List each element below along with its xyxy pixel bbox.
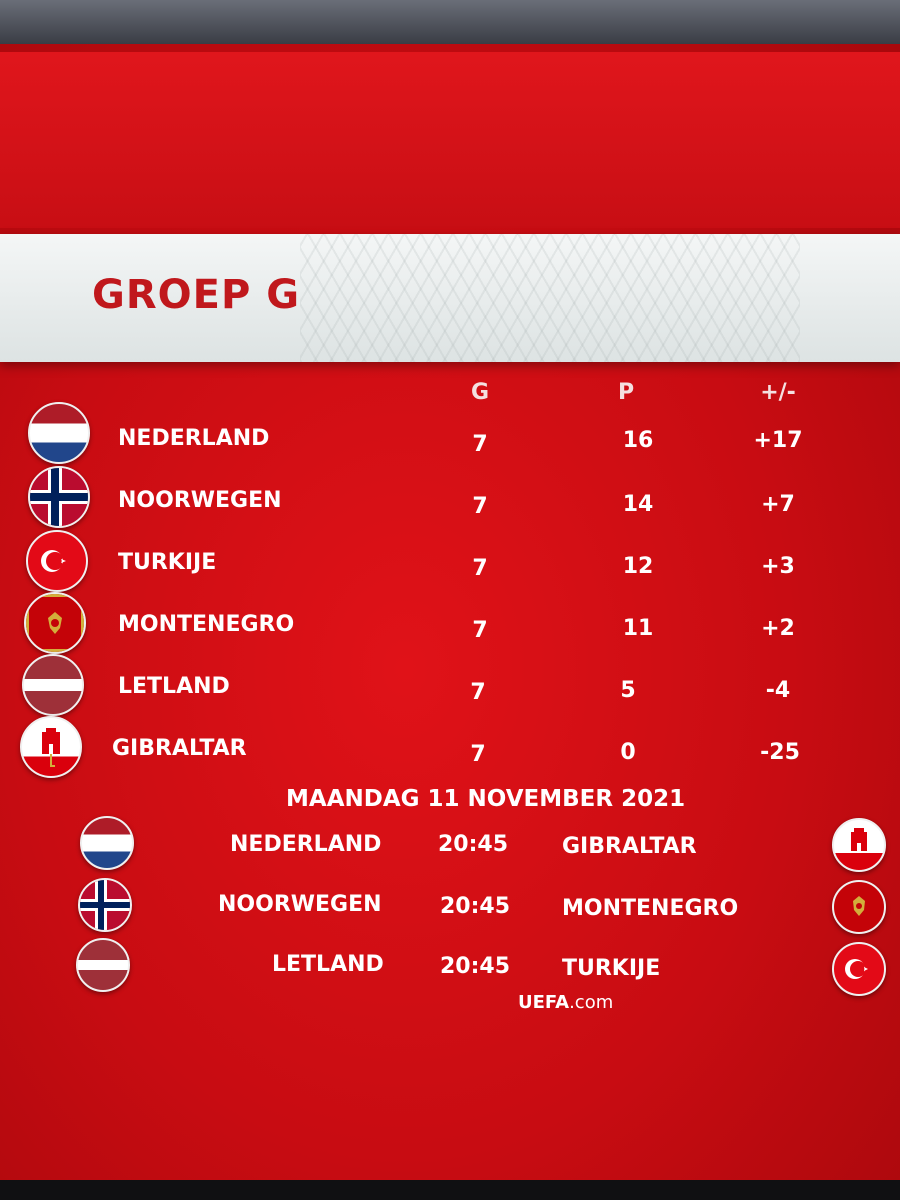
montenegro-flag-icon <box>832 880 886 934</box>
turkey-flag-icon <box>26 530 88 592</box>
netherlands-flag-icon <box>80 816 134 870</box>
gibraltar-flag-icon <box>20 716 82 778</box>
gibraltar-flag-icon <box>832 818 886 872</box>
diff-value: +7 <box>738 492 818 517</box>
uefa-source: UEFA.com <box>518 992 613 1013</box>
column-header-points: P <box>586 380 666 405</box>
tv-bezel-bottom <box>0 1180 900 1200</box>
fixture-away-team: MONTENEGRO <box>562 896 738 921</box>
diff-value: -4 <box>738 678 818 703</box>
played-value: 7 <box>438 742 518 767</box>
fixture-home-team: NOORWEGEN <box>218 892 382 917</box>
team-name: MONTENEGRO <box>118 612 294 637</box>
team-name: NEDERLAND <box>118 426 269 451</box>
latvia-flag-icon <box>22 654 84 716</box>
top-red-band <box>0 52 900 228</box>
title-bar: GROEP G <box>0 234 900 362</box>
fixture-time: 20:45 <box>440 954 510 979</box>
title-bar-pattern <box>300 234 800 362</box>
played-value: 7 <box>438 680 518 705</box>
column-header-diff: +/- <box>738 380 818 405</box>
fixture-time: 20:45 <box>440 894 510 919</box>
diff-value: +2 <box>738 616 818 641</box>
points-value: 12 <box>598 554 678 579</box>
tv-screen: GROEP G G P +/- NEDERLAND 7 16 +17 NOORW… <box>0 44 900 1180</box>
fixture-away-team: GIBRALTAR <box>562 834 697 859</box>
fixture-home-team: LETLAND <box>272 952 384 977</box>
column-header-played: G <box>440 380 520 405</box>
team-name: TURKIJE <box>118 550 216 575</box>
points-value: 11 <box>598 616 678 641</box>
diff-value: +3 <box>738 554 818 579</box>
tv-bezel-top <box>0 0 900 44</box>
team-name: GIBRALTAR <box>112 736 247 761</box>
montenegro-flag-icon <box>24 592 86 654</box>
fixture-home-team: NEDERLAND <box>230 832 381 857</box>
points-value: 14 <box>598 492 678 517</box>
points-value: 5 <box>588 678 668 703</box>
norway-flag-icon <box>78 878 132 932</box>
played-value: 7 <box>440 432 520 457</box>
team-name: NOORWEGEN <box>118 488 282 513</box>
turkey-flag-icon <box>832 942 886 996</box>
group-title: GROEP G <box>92 272 300 318</box>
latvia-flag-icon <box>76 938 130 992</box>
uefa-suffix: .com <box>569 992 613 1013</box>
netherlands-flag-icon <box>28 402 90 464</box>
played-value: 7 <box>440 556 520 581</box>
uefa-brand: UEFA <box>518 992 569 1013</box>
diff-value: +17 <box>738 428 818 453</box>
norway-flag-icon <box>28 466 90 528</box>
diff-value: -25 <box>740 740 820 765</box>
fixture-away-team: TURKIJE <box>562 956 660 981</box>
played-value: 7 <box>440 494 520 519</box>
points-value: 16 <box>598 428 678 453</box>
points-value: 0 <box>588 740 668 765</box>
played-value: 7 <box>440 618 520 643</box>
fixture-time: 20:45 <box>438 832 508 857</box>
team-name: LETLAND <box>118 674 230 699</box>
fixtures-date: MAANDAG 11 NOVEMBER 2021 <box>286 786 685 812</box>
